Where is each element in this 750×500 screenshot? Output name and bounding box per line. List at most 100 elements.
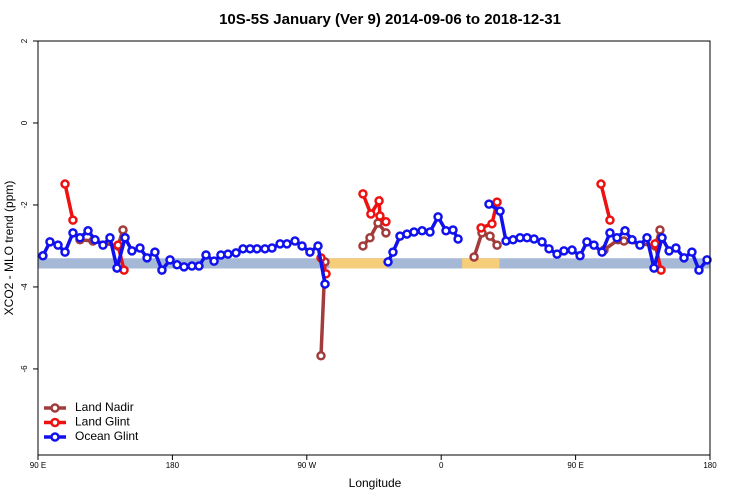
point [589, 240, 599, 250]
point [157, 265, 167, 275]
point [60, 179, 70, 189]
legend-marker [50, 432, 60, 442]
point [165, 255, 175, 265]
point [679, 253, 689, 263]
point [381, 217, 391, 227]
x-tick-label: 90 W [297, 461, 316, 470]
point [649, 263, 659, 273]
point [290, 236, 300, 246]
point [179, 262, 189, 272]
series-line [79, 219, 662, 356]
point [657, 233, 667, 243]
point [383, 257, 393, 267]
point [687, 247, 697, 257]
point [620, 226, 630, 236]
point [425, 227, 435, 237]
point [627, 235, 637, 245]
y-tick-label: 0 [20, 120, 29, 125]
point [448, 225, 458, 235]
point [75, 233, 85, 243]
point [374, 196, 384, 206]
plot-frame [37, 40, 711, 456]
point [305, 247, 315, 257]
legend-label: Ocean Glint [75, 429, 139, 443]
point [53, 240, 63, 250]
point [142, 253, 152, 263]
point [60, 247, 70, 257]
x-tick-label: 180 [703, 461, 717, 470]
point [366, 209, 376, 219]
y-axis-label: XCO2 - MLO trend (ppm) [2, 181, 16, 316]
point [485, 231, 495, 241]
point [492, 240, 502, 250]
point [282, 239, 292, 249]
legend-label: Land Nadir [75, 400, 134, 414]
point [375, 211, 385, 221]
point [544, 244, 554, 254]
point [118, 225, 128, 235]
point [105, 233, 115, 243]
point [231, 248, 241, 258]
point [492, 197, 502, 207]
point [127, 246, 137, 256]
point [113, 240, 123, 250]
point [316, 351, 326, 361]
point [83, 226, 93, 236]
y-tick-label: -4 [20, 283, 29, 291]
point [529, 234, 539, 244]
point [671, 243, 681, 253]
point [469, 252, 479, 262]
y-tick-label: -2 [20, 201, 29, 209]
point [388, 247, 398, 257]
legend-marker [50, 417, 60, 428]
point [559, 246, 569, 256]
point [702, 255, 712, 265]
x-tick-label: 90 E [567, 461, 583, 470]
point [453, 234, 463, 244]
point [223, 249, 233, 259]
point [358, 241, 368, 251]
legend-marker [50, 403, 60, 413]
point [68, 215, 78, 225]
land-band [329, 258, 388, 269]
point [605, 228, 615, 238]
point [297, 241, 307, 251]
point [575, 251, 585, 261]
point [90, 235, 100, 245]
legend-label: Land Glint [75, 415, 130, 429]
point [381, 228, 391, 238]
point [476, 223, 486, 233]
point [194, 261, 204, 271]
y-tick-label: -6 [20, 365, 29, 373]
point [409, 227, 419, 237]
point [495, 206, 505, 216]
point [433, 212, 443, 222]
point [120, 233, 130, 243]
land-band [462, 258, 500, 269]
point [642, 233, 652, 243]
chart-title: 10S-5S January (Ver 9) 2014-09-06 to 201… [219, 11, 561, 28]
point [597, 247, 607, 257]
point [537, 237, 547, 247]
point [112, 263, 122, 273]
point [694, 265, 704, 275]
point [417, 226, 427, 236]
point [487, 219, 497, 229]
point [98, 240, 108, 250]
point [650, 239, 660, 249]
x-axis-label: Longitude [349, 476, 402, 490]
point [267, 243, 277, 253]
point [484, 199, 494, 209]
point [596, 179, 606, 189]
point [320, 279, 330, 289]
point [313, 241, 323, 251]
point [38, 251, 48, 261]
point [135, 243, 145, 253]
point [635, 240, 645, 250]
point [252, 244, 262, 254]
point [209, 256, 219, 266]
point [45, 237, 55, 247]
x-tick-label: 180 [166, 461, 180, 470]
point [201, 250, 211, 260]
